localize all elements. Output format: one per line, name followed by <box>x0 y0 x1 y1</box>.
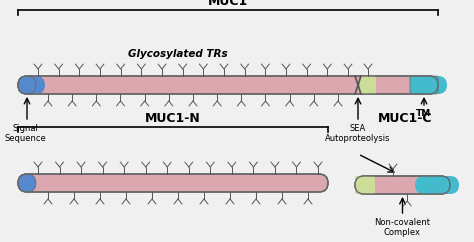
FancyBboxPatch shape <box>360 76 376 94</box>
Text: Glycosylated TRs: Glycosylated TRs <box>128 49 228 59</box>
Text: MUC1-N: MUC1-N <box>145 112 201 125</box>
FancyBboxPatch shape <box>18 174 328 192</box>
FancyBboxPatch shape <box>18 76 36 94</box>
Text: TM: TM <box>416 109 432 118</box>
FancyBboxPatch shape <box>18 76 438 94</box>
FancyBboxPatch shape <box>18 76 45 94</box>
Text: Signal
Sequence: Signal Sequence <box>4 124 46 144</box>
FancyBboxPatch shape <box>355 176 375 194</box>
Text: SEA
Autoproteolysis: SEA Autoproteolysis <box>325 124 391 144</box>
FancyBboxPatch shape <box>355 176 450 194</box>
Text: MUC1-C: MUC1-C <box>378 112 432 125</box>
Text: Non-covalent
Complex: Non-covalent Complex <box>374 218 430 237</box>
FancyBboxPatch shape <box>410 76 447 94</box>
Text: MUC1: MUC1 <box>208 0 248 8</box>
FancyBboxPatch shape <box>410 76 438 94</box>
FancyBboxPatch shape <box>18 174 36 192</box>
FancyBboxPatch shape <box>415 176 459 194</box>
